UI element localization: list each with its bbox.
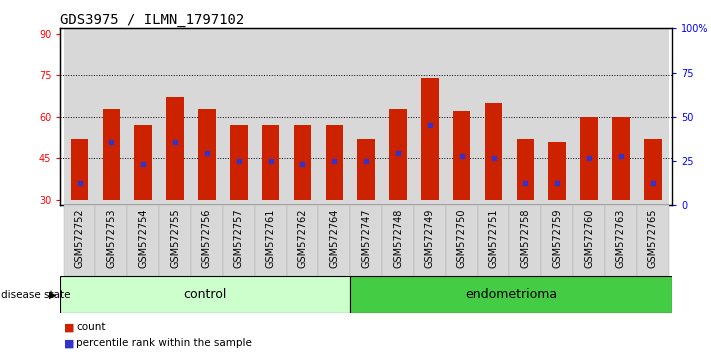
Text: GSM572749: GSM572749 bbox=[425, 209, 435, 268]
Bar bbox=[605, 28, 637, 205]
Bar bbox=[389, 109, 407, 200]
Text: control: control bbox=[183, 288, 227, 301]
Bar bbox=[573, 28, 605, 205]
Bar bbox=[223, 28, 255, 205]
Text: GSM572758: GSM572758 bbox=[520, 209, 530, 268]
Bar bbox=[326, 125, 343, 200]
Bar bbox=[294, 125, 311, 200]
Text: GSM572765: GSM572765 bbox=[648, 209, 658, 268]
Bar bbox=[262, 125, 279, 200]
Bar bbox=[350, 276, 672, 313]
Bar bbox=[580, 117, 598, 200]
Bar bbox=[159, 205, 191, 276]
Bar bbox=[351, 28, 382, 205]
Bar bbox=[421, 78, 439, 200]
Bar bbox=[198, 109, 215, 200]
Text: GSM572754: GSM572754 bbox=[138, 209, 148, 268]
Bar bbox=[351, 205, 382, 276]
Bar bbox=[541, 28, 573, 205]
Bar bbox=[548, 142, 566, 200]
Bar bbox=[255, 28, 287, 205]
Bar bbox=[446, 205, 478, 276]
Bar bbox=[71, 139, 88, 200]
Text: disease state: disease state bbox=[1, 290, 70, 300]
Text: GSM572759: GSM572759 bbox=[552, 209, 562, 268]
Bar bbox=[134, 125, 152, 200]
Bar bbox=[63, 28, 95, 205]
Bar bbox=[605, 205, 637, 276]
Bar bbox=[191, 205, 223, 276]
Bar bbox=[573, 205, 605, 276]
Text: ■: ■ bbox=[64, 322, 75, 332]
Bar bbox=[159, 28, 191, 205]
Text: GSM572753: GSM572753 bbox=[107, 209, 117, 268]
Bar bbox=[95, 205, 127, 276]
Bar bbox=[446, 28, 478, 205]
Bar bbox=[453, 111, 471, 200]
Text: percentile rank within the sample: percentile rank within the sample bbox=[76, 338, 252, 348]
Text: GSM572762: GSM572762 bbox=[297, 209, 307, 268]
Bar bbox=[478, 28, 510, 205]
Bar bbox=[95, 28, 127, 205]
Bar bbox=[60, 276, 350, 313]
Bar bbox=[517, 139, 534, 200]
Text: GDS3975 / ILMN_1797102: GDS3975 / ILMN_1797102 bbox=[60, 13, 245, 27]
Bar bbox=[637, 205, 669, 276]
Text: GSM572760: GSM572760 bbox=[584, 209, 594, 268]
Bar bbox=[485, 103, 502, 200]
Bar bbox=[127, 28, 159, 205]
Bar bbox=[127, 205, 159, 276]
Bar bbox=[510, 28, 541, 205]
Bar bbox=[358, 139, 375, 200]
Bar bbox=[223, 205, 255, 276]
Text: count: count bbox=[76, 322, 105, 332]
Bar bbox=[255, 205, 287, 276]
Bar bbox=[478, 205, 510, 276]
Bar bbox=[382, 28, 414, 205]
Text: GSM572755: GSM572755 bbox=[170, 209, 180, 268]
Text: GSM572751: GSM572751 bbox=[488, 209, 498, 268]
Bar bbox=[102, 109, 120, 200]
Text: GSM572750: GSM572750 bbox=[456, 209, 466, 268]
Bar bbox=[541, 205, 573, 276]
Bar bbox=[287, 205, 319, 276]
Bar bbox=[166, 97, 184, 200]
Text: GSM572747: GSM572747 bbox=[361, 209, 371, 268]
Text: GSM572752: GSM572752 bbox=[75, 209, 85, 268]
Bar bbox=[319, 28, 351, 205]
Bar bbox=[382, 205, 414, 276]
Bar bbox=[612, 117, 630, 200]
Text: GSM572748: GSM572748 bbox=[393, 209, 403, 268]
Text: GSM572757: GSM572757 bbox=[234, 209, 244, 268]
Bar bbox=[414, 205, 446, 276]
Text: ■: ■ bbox=[64, 338, 75, 348]
Text: GSM572756: GSM572756 bbox=[202, 209, 212, 268]
Text: endometrioma: endometrioma bbox=[465, 288, 557, 301]
Text: GSM572763: GSM572763 bbox=[616, 209, 626, 268]
Bar bbox=[637, 28, 669, 205]
Bar bbox=[510, 205, 541, 276]
Text: GSM572764: GSM572764 bbox=[329, 209, 339, 268]
Bar bbox=[230, 125, 247, 200]
Bar bbox=[319, 205, 351, 276]
Bar bbox=[414, 28, 446, 205]
Text: GSM572761: GSM572761 bbox=[266, 209, 276, 268]
Bar bbox=[644, 139, 661, 200]
Bar bbox=[287, 28, 319, 205]
Bar bbox=[191, 28, 223, 205]
Bar bbox=[63, 205, 95, 276]
Text: ▶: ▶ bbox=[49, 290, 57, 300]
